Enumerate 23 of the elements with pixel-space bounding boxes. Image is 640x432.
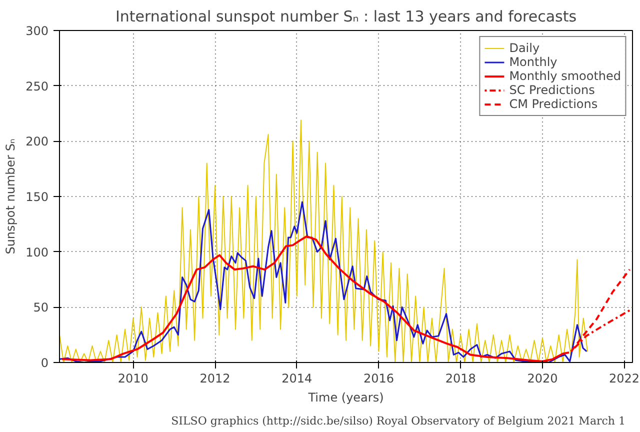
- x-tick-label: 2010: [118, 372, 148, 386]
- legend-label: SC Predictions: [509, 83, 595, 97]
- legend-label: Monthly smoothed: [509, 69, 621, 83]
- legend-label: Monthly: [509, 55, 558, 69]
- x-tick-label: 2018: [445, 372, 476, 386]
- x-axis-title: Time (years): [307, 390, 384, 404]
- y-tick-label: 300: [26, 24, 48, 38]
- x-tick-label: 2016: [363, 372, 394, 386]
- y-axis-title: Sunspot number Sₙ: [4, 138, 18, 254]
- x-tick-label: 2022: [609, 372, 640, 386]
- y-tick-label: 150: [26, 190, 48, 204]
- legend-label: CM Predictions: [509, 97, 598, 111]
- chart-title: International sunspot number Sₙ : last 13 years and forecasts: [115, 8, 577, 26]
- legend-label: Daily: [509, 41, 540, 55]
- text: SILSO graphics (http://sidc.be/silso) Royal Observatory of Belgium 2021 March 1: [171, 414, 626, 428]
- x-tick-label: 2020: [527, 372, 558, 386]
- y-tick-label: 250: [26, 79, 48, 94]
- y-tick-label: 50: [33, 300, 49, 315]
- y-tick-label: 200: [26, 134, 48, 149]
- y-tick-label: 100: [26, 245, 48, 260]
- x-tick-label: 2014: [282, 372, 312, 386]
- y-tick-label: 0: [40, 356, 49, 370]
- x-tick-label: 2012: [200, 372, 230, 386]
